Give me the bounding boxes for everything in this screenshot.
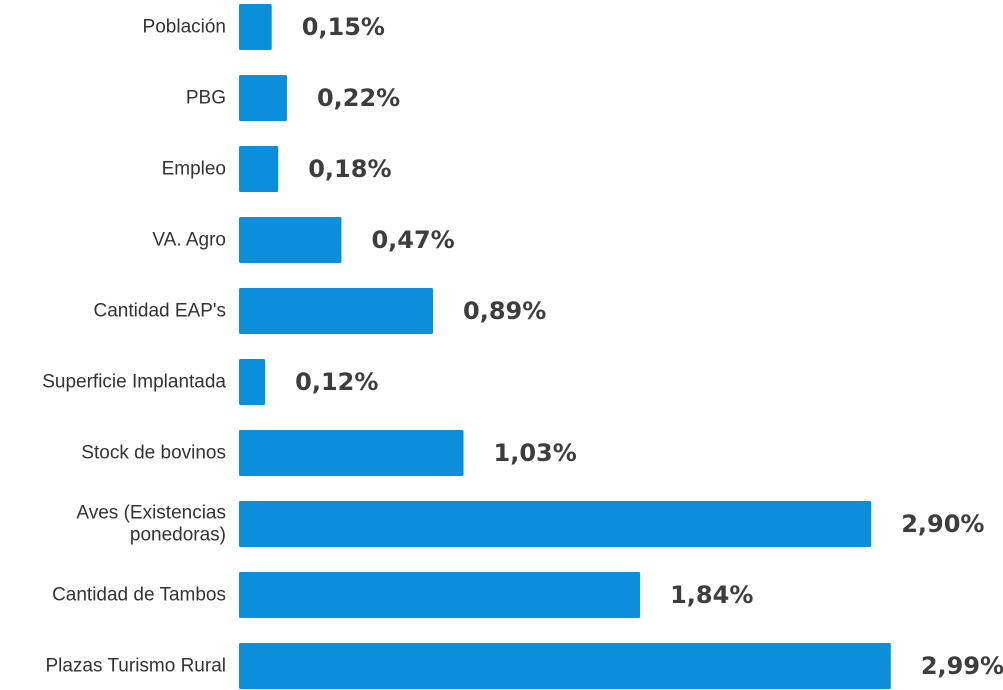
bar-row: VA. Agro 0,47% <box>152 217 455 263</box>
bar <box>239 217 342 263</box>
bar-row: Aves (Existencias ponedoras) 2,90% <box>76 501 984 547</box>
bar <box>239 501 872 547</box>
category-label: Superficie Implantada <box>42 372 226 393</box>
bar-row: Empleo 0,18% <box>162 146 392 192</box>
value-label: 0,47% <box>371 226 454 254</box>
category-label: Población <box>143 17 226 38</box>
value-label: 0,15% <box>302 13 385 41</box>
bar <box>239 430 464 476</box>
bar-row: Stock de bovinos 1,03% <box>81 430 577 476</box>
bar-row: Población 0,15% <box>143 4 385 50</box>
value-label: 0,18% <box>308 155 391 183</box>
category-label: Cantidad EAP's <box>94 301 226 322</box>
bar <box>239 75 287 121</box>
value-label: 2,99% <box>921 652 1003 680</box>
value-label: 1,03% <box>494 439 577 467</box>
bar <box>239 643 891 689</box>
value-label: 0,22% <box>317 84 400 112</box>
category-label: Plazas Turismo Rural <box>45 656 226 677</box>
bar <box>239 359 266 405</box>
bar <box>239 146 279 192</box>
value-label: 2,90% <box>901 510 984 538</box>
category-label: PBG <box>186 88 226 109</box>
bar <box>239 4 272 50</box>
category-label: VA. Agro <box>152 230 226 251</box>
value-label: 1,84% <box>670 581 753 609</box>
category-label: Cantidad de Tambos <box>52 585 226 606</box>
category-label: Stock de bovinos <box>81 443 226 464</box>
bar <box>239 572 641 618</box>
value-label: 0,12% <box>295 368 378 396</box>
bar-row: Plazas Turismo Rural 2,99% <box>45 643 1003 689</box>
bar-row: PBG 0,22% <box>186 75 400 121</box>
bar-row: Superficie Implantada 0,12% <box>42 359 378 405</box>
bar-row: Cantidad EAP's 0,89% <box>94 288 546 334</box>
bar-row: Cantidad de Tambos 1,84% <box>52 572 753 618</box>
value-label: 0,89% <box>463 297 546 325</box>
category-label: Aves (Existencias ponedoras) <box>76 503 226 546</box>
category-label: Empleo <box>162 159 226 180</box>
bar <box>239 288 434 334</box>
